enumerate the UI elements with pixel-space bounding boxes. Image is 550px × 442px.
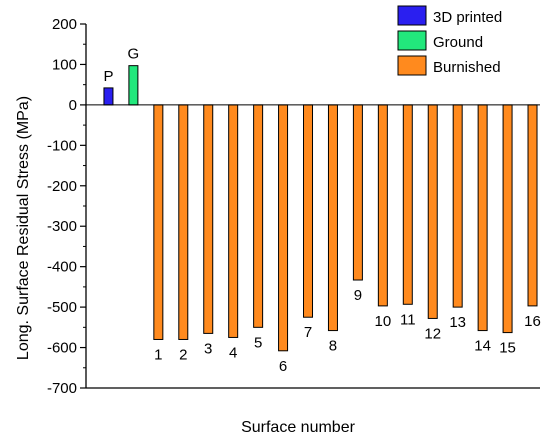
bar-8 (327, 104, 338, 332)
legend-swatch (397, 5, 427, 26)
bar-P (103, 87, 114, 106)
y-axis-title: Long. Surface Residual Stress (MPa) (15, 96, 32, 360)
bar-label-10: 10 (375, 313, 392, 330)
y-tick-label: -500 (47, 299, 77, 316)
bar-15 (502, 104, 513, 334)
bar-label-7: 7 (304, 324, 312, 341)
bar-label-4: 4 (229, 344, 237, 361)
legend-label: Burnished (433, 59, 501, 76)
y-tick-label: -600 (47, 340, 77, 357)
bar-10 (377, 104, 388, 307)
bar-16 (527, 104, 538, 307)
bar-3 (203, 104, 214, 334)
bar-label-G: G (128, 46, 140, 63)
bar-6 (278, 104, 289, 352)
bar-9 (352, 104, 363, 281)
bar-13 (452, 104, 463, 308)
x-axis-title: Surface number (241, 419, 356, 436)
bar-label-P: P (103, 68, 113, 85)
bar-label-5: 5 (254, 334, 262, 351)
bar-label-15: 15 (499, 340, 516, 357)
bar-label-6: 6 (279, 358, 287, 375)
y-tick-label: -200 (47, 178, 77, 195)
bar-5 (253, 104, 264, 328)
bar-label-3: 3 (204, 340, 212, 357)
bar-label-1: 1 (154, 346, 162, 363)
bar-1 (153, 104, 164, 340)
bar-label-8: 8 (329, 338, 337, 355)
y-tick-label: 0 (69, 97, 77, 114)
bar-G (128, 65, 139, 106)
legend: 3D printed Ground Burnished (397, 5, 502, 76)
bar-label-12: 12 (424, 325, 441, 342)
bar-label-14: 14 (474, 338, 491, 355)
bar-12 (427, 104, 438, 319)
bar-label-13: 13 (449, 314, 466, 331)
legend-swatch (397, 55, 427, 76)
bar-7 (303, 104, 314, 318)
y-tick-label: 200 (52, 16, 77, 33)
y-tick-label: -400 (47, 259, 77, 276)
axes-layer: 200 100 0 -100 -200 -300 -400 -500 -600 -700 (47, 16, 540, 397)
bar-label-2: 2 (179, 346, 187, 363)
legend-label: 3D printed (433, 9, 502, 26)
y-tick-label: -700 (47, 380, 77, 397)
bar-14 (477, 104, 488, 332)
y-tick-label: -100 (47, 137, 77, 154)
legend-label: Ground (433, 34, 483, 51)
y-tick-label: 100 (52, 56, 77, 73)
bar-label-16: 16 (524, 313, 541, 330)
bar-11 (402, 104, 413, 305)
bar-2 (178, 104, 189, 340)
bar-label-11: 11 (400, 311, 416, 328)
bar-label-9: 9 (354, 287, 362, 304)
legend-swatch (397, 30, 427, 51)
y-tick-label: -300 (47, 218, 77, 235)
bar-4 (228, 104, 239, 338)
